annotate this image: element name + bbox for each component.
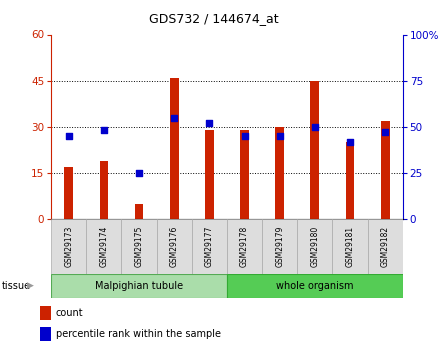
Text: GSM29181: GSM29181 [345,226,355,267]
Bar [297,219,332,274]
Text: ▶: ▶ [27,281,34,290]
Point [136,170,143,176]
Bar [121,219,157,274]
Bar [65,167,73,219]
Bar [240,130,249,219]
Text: GSM29182: GSM29182 [380,226,390,267]
Text: GSM29173: GSM29173 [64,226,73,267]
Bar [381,121,389,219]
Text: GDS732 / 144674_at: GDS732 / 144674_at [149,12,279,25]
Point [101,128,108,133]
Bar [227,219,262,274]
Text: percentile rank within the sample: percentile rank within the sample [56,329,221,339]
Bar [157,219,192,274]
Text: Malpighian tubule: Malpighian tubule [95,282,183,291]
Text: tissue: tissue [2,282,31,291]
Text: GSM29178: GSM29178 [240,226,249,267]
Bar [332,219,368,274]
Text: GSM29175: GSM29175 [134,226,144,267]
Bar [311,81,319,219]
Bar [368,219,403,274]
Point [347,139,354,144]
Bar [205,130,214,219]
Text: GSM29177: GSM29177 [205,226,214,267]
Bar [86,219,121,274]
Point [65,133,73,139]
Bar [262,219,297,274]
Point [382,130,389,135]
Bar [170,78,178,219]
Bar [51,274,227,298]
Point [276,133,283,139]
Text: GSM29174: GSM29174 [99,226,109,267]
Bar [100,161,108,219]
Text: count: count [56,308,83,318]
Bar [227,274,403,298]
Text: GSM29179: GSM29179 [275,226,284,267]
Text: GSM29176: GSM29176 [170,226,179,267]
Bar [40,327,51,341]
Bar [346,142,354,219]
Point [241,133,248,139]
Bar [275,127,284,219]
Bar [40,306,51,320]
Bar [135,204,143,219]
Point [171,115,178,120]
Bar [51,219,86,274]
Text: GSM29180: GSM29180 [310,226,320,267]
Bar [192,219,227,274]
Point [312,124,319,130]
Point [206,120,213,126]
Text: whole organism: whole organism [276,282,354,291]
